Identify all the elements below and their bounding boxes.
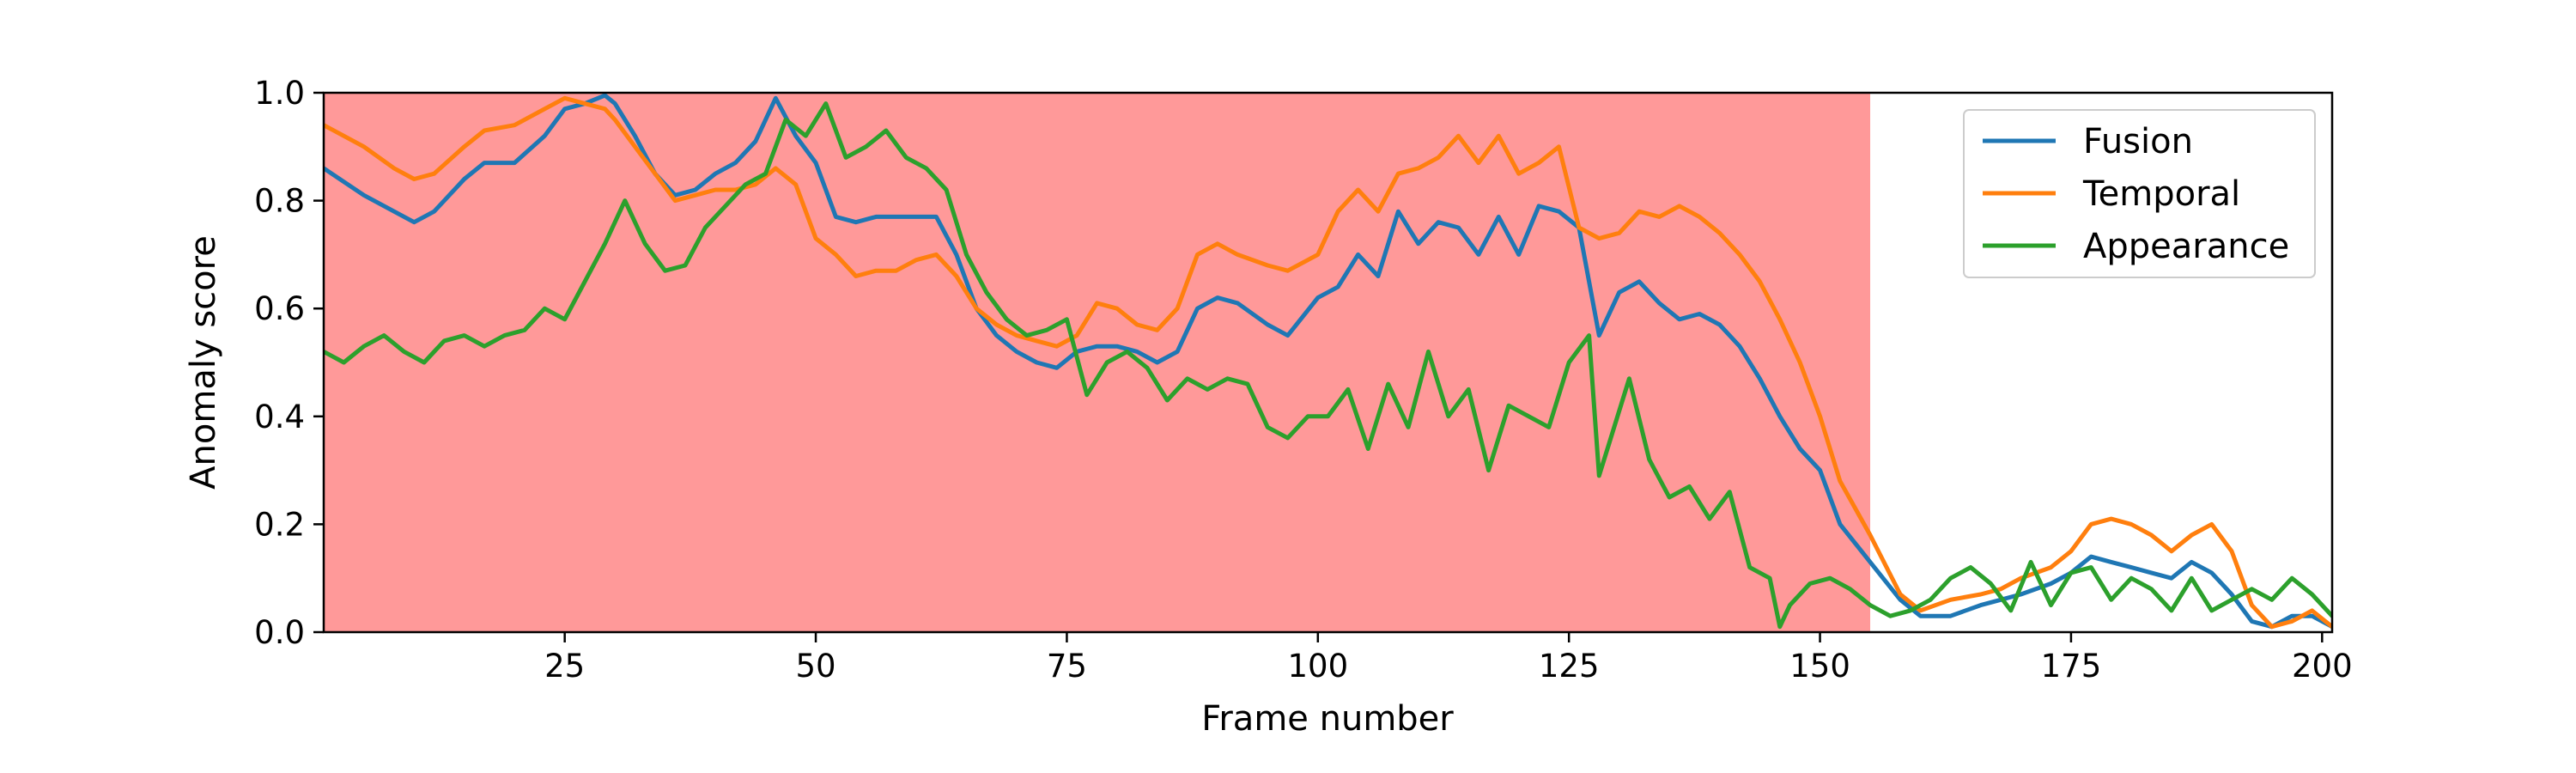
y-tick-label: 0.2	[254, 506, 305, 543]
y-axis-label: Anomaly score	[184, 235, 223, 490]
x-tick-label: 100	[1287, 648, 1348, 685]
x-tick-label: 200	[2292, 648, 2353, 685]
legend-label-fusion: Fusion	[2083, 122, 2193, 161]
legend: Fusion Temporal Appearance	[1963, 109, 2316, 278]
series-line-appearance	[324, 101, 2332, 630]
y-tick-label: 0.4	[254, 399, 305, 435]
series-line-fusion	[324, 93, 2332, 630]
plot-frame	[322, 91, 2334, 634]
x-tick-label: 25	[544, 648, 585, 685]
x-tick-label: 50	[796, 648, 836, 685]
x-axis: 25 50 75 100 125 150 175 200	[544, 632, 2353, 685]
y-tick-label: 0.6	[254, 290, 305, 327]
y-tick-label: 1.0	[254, 75, 305, 112]
y-tick-label: 0.8	[254, 183, 305, 220]
legend-label-appearance: Appearance	[2083, 227, 2289, 266]
y-axis: 0.0 0.2 0.4 0.6 0.8 1.0	[254, 75, 324, 651]
legend-label-temporal: Temporal	[2082, 174, 2240, 214]
legend-box	[1963, 109, 2316, 278]
x-tick-label: 150	[1789, 648, 1850, 685]
x-tick-label: 175	[2041, 648, 2102, 685]
series-line-temporal	[324, 95, 2332, 630]
y-tick-label: 0.0	[254, 614, 305, 651]
series-layer	[324, 93, 2332, 630]
anomaly-region-shading	[324, 93, 1871, 632]
x-tick-label: 125	[1539, 648, 1600, 685]
x-axis-label: Frame number	[1201, 699, 1454, 739]
x-tick-label: 75	[1047, 648, 1087, 685]
